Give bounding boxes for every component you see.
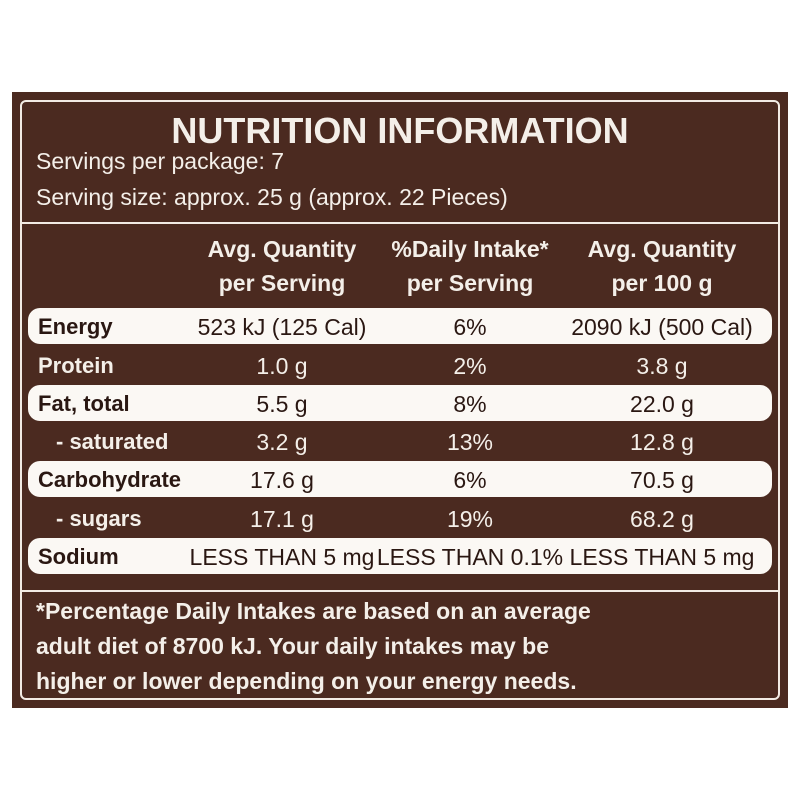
cell: 19% (446, 506, 494, 532)
column-header-line: Avg. Quantity (587, 236, 737, 262)
cell: 3.8 g (636, 353, 688, 379)
divider (22, 590, 778, 592)
row-label: - sugars (56, 506, 142, 531)
divider (22, 222, 778, 224)
row-highlight (28, 308, 772, 344)
cell: 2090 kJ (500 Cal) (571, 314, 753, 340)
row-highlight (28, 461, 772, 497)
column-header: Avg. Quantity per Serving (208, 232, 357, 300)
cell: 6% (453, 467, 487, 493)
row-label: Protein (38, 353, 114, 378)
footnote-line: higher or lower depending on your energy… (36, 668, 577, 694)
row-highlight (28, 385, 772, 421)
cell: 17.6 g (250, 467, 314, 493)
cell: 68.2 g (630, 506, 694, 532)
column-header-line: per Serving (406, 270, 534, 296)
cell: 2% (453, 353, 487, 379)
cell: 70.5 g (630, 467, 694, 493)
cell: 6% (453, 314, 487, 340)
row-label: Energy (38, 314, 113, 339)
servings: Servings per package: 7 (36, 148, 285, 174)
row-label: Carbohydrate (38, 467, 182, 492)
cell: 17.1 g (250, 506, 314, 532)
cell: 22.0 g (630, 391, 694, 417)
column-header-line: %Daily Intake* (391, 236, 549, 262)
cell: LESS THAN 5 mg (569, 544, 755, 570)
column-header-line: per 100 g (611, 270, 713, 296)
row-label: Sodium (38, 544, 119, 569)
row-label: - saturated (56, 429, 169, 454)
cell: LESS THAN 0.1% (376, 544, 564, 570)
cell: 3.2 g (256, 429, 308, 455)
row-highlight (28, 538, 772, 574)
column-header-line: Avg. Quantity (207, 236, 357, 262)
footnote-line: adult diet of 8700 kJ. Your daily intake… (36, 633, 550, 659)
column-header: %Daily Intake* per Serving (391, 232, 548, 300)
cell: 8% (453, 391, 487, 417)
cell: 12.8 g (630, 429, 694, 455)
border (20, 100, 780, 700)
title: NUTRITION INFORMATION (171, 110, 629, 151)
row-label: Fat, total (38, 391, 130, 416)
cell: 5.5 g (256, 391, 308, 417)
cell: 1.0 g (256, 353, 308, 379)
cell: 13% (446, 429, 494, 455)
column-header-line: per Serving (218, 270, 346, 296)
column-header: Avg. Quantity per 100 g (588, 232, 737, 300)
cell: 523 kJ (125 Cal) (197, 314, 367, 340)
cell: LESS THAN 5 mg (189, 544, 375, 570)
footnote-line: *Percentage Daily Intakes are based on a… (36, 598, 591, 624)
serving-size: Serving size: approx. 25 g (approx. 22 P… (36, 184, 508, 210)
